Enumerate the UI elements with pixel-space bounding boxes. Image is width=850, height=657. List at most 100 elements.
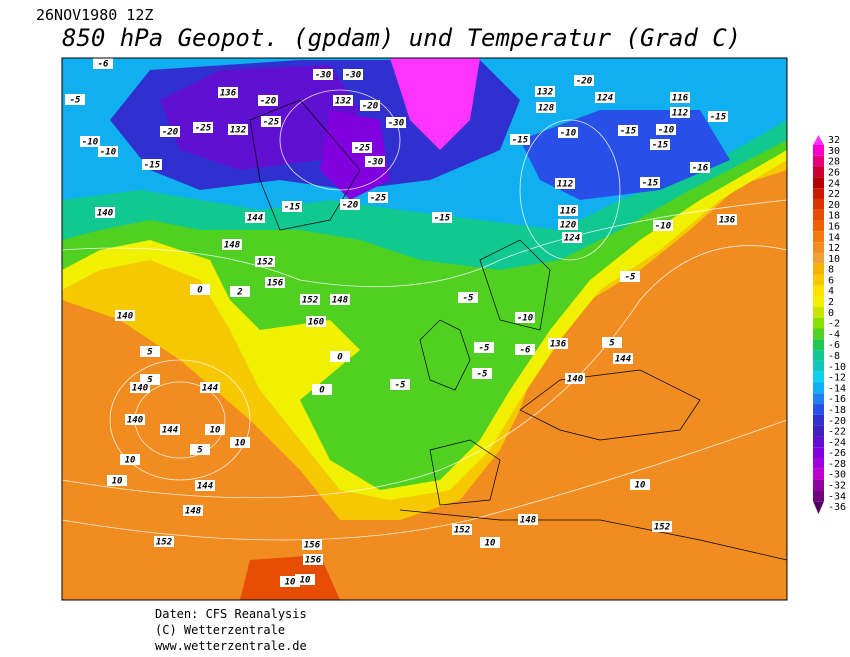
map-label: 156 xyxy=(304,541,321,551)
map-label: 10 xyxy=(210,426,221,436)
map-label: 0 xyxy=(337,353,343,363)
colorbar-label: -14 xyxy=(828,383,846,394)
map-label-box xyxy=(536,102,556,113)
colorbar-swatch xyxy=(813,188,824,199)
map-label: 148 xyxy=(224,241,240,251)
colorbar-label: -36 xyxy=(828,502,846,513)
map-label: 132 xyxy=(230,126,246,136)
colorbar-label: 14 xyxy=(828,232,840,243)
map-label: 136 xyxy=(220,89,237,99)
map-label: -10 xyxy=(82,138,99,148)
map-label: 144 xyxy=(162,426,178,436)
map-label-box xyxy=(93,58,113,69)
map-label-box xyxy=(265,277,285,288)
map-label-box xyxy=(115,310,135,321)
map-label: 0 xyxy=(319,386,325,396)
map-label: 148 xyxy=(520,516,536,526)
map-label: 128 xyxy=(538,104,554,114)
map-label: 132 xyxy=(537,88,553,98)
map-label: -5 xyxy=(625,273,636,283)
colorbar-label: 16 xyxy=(828,221,840,232)
map-label: 120 xyxy=(560,221,577,231)
map-label-box xyxy=(125,414,145,425)
map-label-box xyxy=(120,454,140,465)
map-label-box xyxy=(140,346,160,357)
map-label: 2 xyxy=(236,288,242,298)
map-label-box xyxy=(154,536,174,547)
colorbar: 32302826242220181614121086420-2-4-6-8-10… xyxy=(813,135,846,514)
colorbar-label: 26 xyxy=(828,167,840,178)
map-label: 140 xyxy=(117,312,134,322)
map-label-box xyxy=(548,338,568,349)
colorbar-swatch xyxy=(813,285,824,297)
map-label-box xyxy=(432,212,452,223)
map-label: -5 xyxy=(479,344,490,354)
map-region xyxy=(160,65,360,170)
colorbar-swatch xyxy=(813,145,824,156)
colorbar-label: -16 xyxy=(828,394,846,405)
colorbar-label: -8 xyxy=(828,351,840,362)
map-label-box xyxy=(602,337,622,348)
map-label: 144 xyxy=(247,214,263,224)
map-label: 140 xyxy=(132,384,149,394)
colorbar-swatch xyxy=(813,263,824,275)
map-label-box xyxy=(65,94,85,105)
map-label-box xyxy=(261,116,281,127)
map-label-box xyxy=(352,142,372,153)
map-label: 152 xyxy=(654,523,670,533)
map-label: 156 xyxy=(267,279,284,289)
map-label-box xyxy=(302,539,322,550)
map-label-box xyxy=(555,178,575,189)
map-label-box xyxy=(613,353,633,364)
colorbar-swatch xyxy=(813,339,824,351)
map-label-box xyxy=(518,514,538,525)
map-label: -30 xyxy=(315,71,332,81)
colorbar-swatch xyxy=(813,306,824,318)
map-label-box xyxy=(330,294,350,305)
map-label-box xyxy=(650,139,670,150)
map-label: 112 xyxy=(672,109,688,119)
map-label: 140 xyxy=(127,416,144,426)
colorbar-swatch xyxy=(813,393,824,405)
map-label-box xyxy=(190,444,210,455)
map-label: 112 xyxy=(557,180,573,190)
map-label: -15 xyxy=(710,113,727,123)
map-label: 5 xyxy=(609,339,615,349)
colorbar-swatch xyxy=(813,296,824,307)
map-label: -30 xyxy=(388,119,405,129)
map-label: -10 xyxy=(517,314,534,324)
colorbar-label: -24 xyxy=(828,437,846,448)
map-label: -6 xyxy=(98,60,109,70)
map-label-box xyxy=(222,239,242,250)
map-label: 10 xyxy=(112,477,123,487)
map-label-box xyxy=(312,384,332,395)
map-label-box xyxy=(620,271,640,282)
map-label: -15 xyxy=(642,179,659,189)
map-label: 116 xyxy=(560,207,577,217)
colorbar-label: -32 xyxy=(828,481,846,492)
map-label-box xyxy=(160,126,180,137)
map-label: 156 xyxy=(305,556,322,566)
map-label-box xyxy=(300,294,320,305)
map-label-box xyxy=(558,205,578,216)
map-label-box xyxy=(515,312,535,323)
map-label-box xyxy=(80,136,100,147)
map-label-box xyxy=(472,368,492,379)
footer-url: www.wetterzentrale.de xyxy=(155,639,307,653)
map-label: -16 xyxy=(692,164,709,174)
map-label-box xyxy=(183,505,203,516)
map-label: 148 xyxy=(185,507,201,517)
map-label: 140 xyxy=(567,375,584,385)
map-label: 136 xyxy=(550,340,567,350)
date: 26NOV1980 12Z xyxy=(36,6,153,24)
map-label: 10 xyxy=(635,481,646,491)
map-label-box xyxy=(230,437,250,448)
map-label-box xyxy=(535,86,555,97)
colorbar-swatch xyxy=(813,177,824,189)
map-label: -20 xyxy=(362,102,379,112)
map-label-box xyxy=(230,286,250,297)
map-label-box xyxy=(343,69,363,80)
map-label-box xyxy=(510,134,530,145)
colorbar-swatch xyxy=(813,458,824,469)
map-label: 116 xyxy=(672,94,689,104)
